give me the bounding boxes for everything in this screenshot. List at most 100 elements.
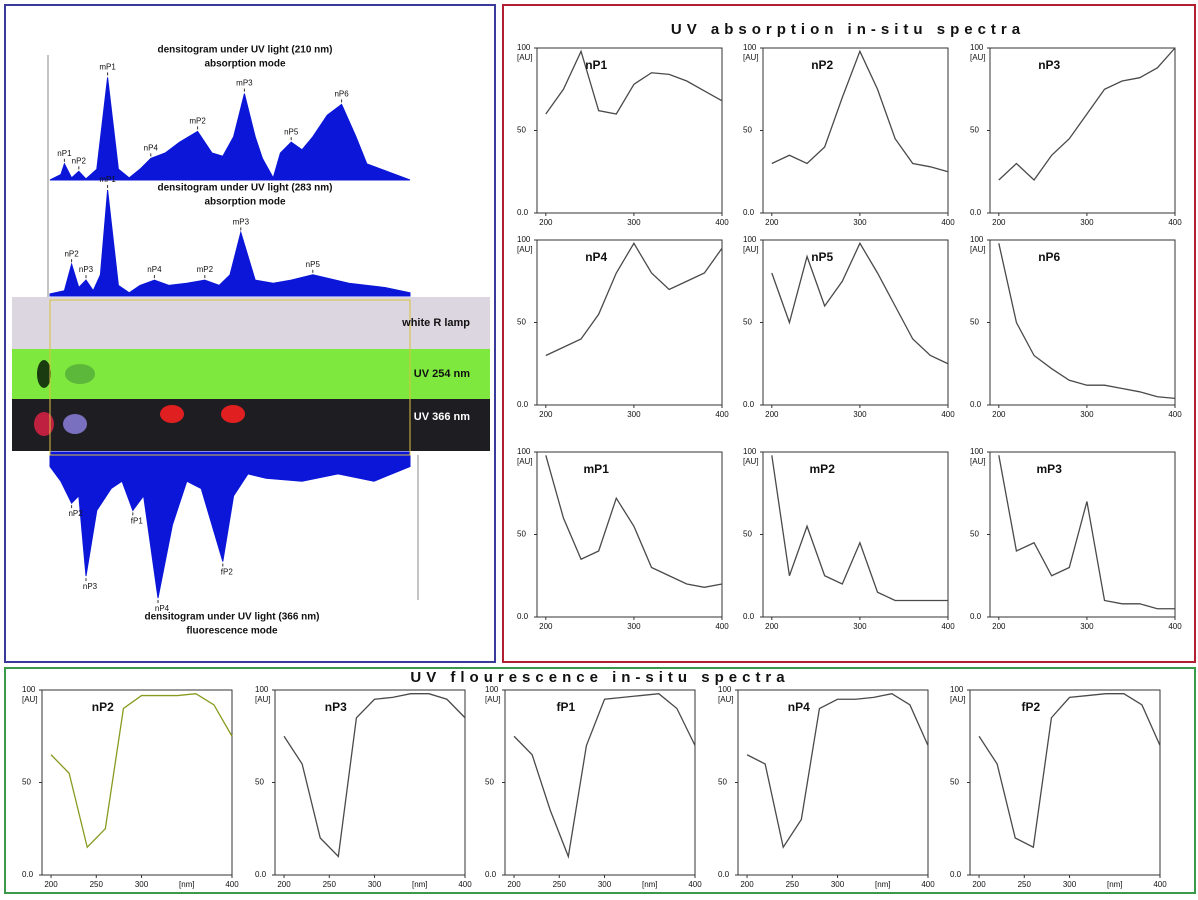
peak-label: nP1 [57,149,72,158]
densitogram-subtitle: fluorescence mode [186,626,278,637]
plate-spot [65,364,95,384]
y-axis-label: [AU] [950,695,966,704]
y-tick-label: 100 [517,447,531,456]
spectrum-line [545,242,723,357]
spectrum-line [998,47,1176,181]
y-axis-label: [AU] [517,457,533,466]
peak-label: nP4 [144,144,159,153]
peak-label: nP2 [68,509,83,518]
x-tick-label: 200 [992,218,1006,227]
y-tick-label: 50 [517,126,526,135]
y-tick-label: 0.0 [255,870,267,879]
densitogram-subtitle: absorption mode [204,197,286,208]
y-tick-label: 50 [743,530,752,539]
x-tick-label: 250 [323,880,337,889]
y-tick-label: 50 [950,778,959,787]
x-tick-label: 400 [458,880,472,889]
plot-frame [274,689,466,876]
x-tick-label: 200 [539,218,553,227]
peak-label: nP2 [72,156,87,165]
y-axis-label: [AU] [517,245,533,254]
peak-label: mP2 [189,117,206,126]
y-tick-label: 100 [970,235,984,244]
x-tick-label: 200 [765,218,779,227]
x-tick-label: 200 [277,880,291,889]
y-tick-label: 0.0 [970,208,982,217]
y-axis-label: [AU] [743,53,759,62]
densitogram-subtitle: absorption mode [204,59,286,70]
spectrum-line [283,693,466,858]
y-tick-label: 0.0 [970,400,982,409]
spectrum-line [50,693,233,849]
x-tick-label: 200 [765,410,779,419]
peak-label: nP2 [64,249,79,258]
x-tick-label: 300 [598,880,612,889]
y-tick-label: 50 [517,530,526,539]
plate-frame [49,299,411,456]
x-tick-label: 300 [1080,410,1094,419]
plot-frame [969,689,1161,876]
peak-label: mP3 [233,218,250,227]
densitogram-title: densitogram under UV light (366 nm) [144,612,319,623]
chart-title: nP3 [325,700,347,714]
plot-frame [536,47,723,214]
x-tick-label: 300 [1080,622,1094,631]
y-tick-label: 50 [255,778,264,787]
x-tick-label: 400 [941,622,955,631]
x-tick-label: 400 [941,218,955,227]
x-tick-label: 300 [368,880,382,889]
y-tick-label: 50 [970,530,979,539]
y-tick-label: 50 [743,318,752,327]
y-tick-label: 0.0 [950,870,962,879]
spectrum-line [978,693,1161,849]
x-tick-label: 400 [715,218,729,227]
peak-label: fP2 [221,568,234,577]
x-tick-label: 400 [941,410,955,419]
peak-label: nP4 [147,265,162,274]
x-axis-label: [nm] [412,880,428,889]
y-tick-label: 50 [970,318,979,327]
y-axis-label: [AU] [485,695,501,704]
spectrum-line [998,243,1176,400]
x-tick-label: 200 [539,622,553,631]
peak-label: nP6 [334,90,349,99]
x-tick-label: 300 [135,880,149,889]
x-tick-label: 200 [44,880,58,889]
spectrum-line [513,693,696,859]
peak-label: mP1 [99,63,116,72]
y-tick-label: 50 [718,778,727,787]
plot-frame [762,47,949,214]
y-tick-label: 0.0 [485,870,497,879]
y-tick-label: 0.0 [743,400,755,409]
x-tick-label: 300 [1063,880,1077,889]
chart-title: nP2 [92,700,114,714]
densitogram-title: densitogram under UV light (283 nm) [157,183,332,194]
y-tick-label: 0.0 [517,612,529,621]
plot-frame [536,451,723,618]
x-tick-label: 400 [688,880,702,889]
plot-frame [536,239,723,406]
x-tick-label: 400 [225,880,239,889]
x-axis-label: [nm] [875,880,891,889]
plate-spot [37,360,51,388]
peak-label: nP4 [155,604,170,613]
peak-label: nP3 [83,582,98,591]
x-tick-label: 400 [1168,218,1182,227]
fluorescence-panel [4,667,1196,894]
x-tick-label: 400 [1168,410,1182,419]
x-tick-label: 250 [553,880,567,889]
plot-frame [41,689,233,876]
chart-title: nP4 [788,700,810,714]
section-title: UV absorption in-situ spectra [671,21,1025,38]
y-axis-label: [AU] [970,53,986,62]
chart-title: mP1 [584,462,610,476]
x-tick-label: 400 [715,410,729,419]
chart-title: nP6 [1038,250,1060,264]
x-tick-label: 400 [921,880,935,889]
x-axis-label: [nm] [179,880,195,889]
spectrum-line [545,49,723,115]
strip-label: white R lamp [401,317,470,329]
y-tick-label: 0.0 [517,208,529,217]
spectrum-line [545,455,723,588]
x-tick-label: 300 [627,622,641,631]
